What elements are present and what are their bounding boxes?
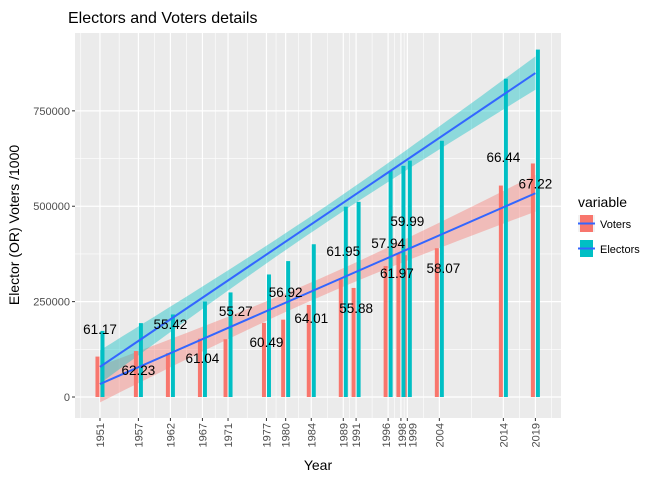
bar-voters bbox=[165, 353, 170, 398]
chart-title: Electors and Voters details bbox=[68, 10, 257, 27]
data-label: 62.23 bbox=[121, 363, 155, 378]
data-label: 61.95 bbox=[326, 244, 360, 259]
x-tick-label: 2004 bbox=[434, 423, 446, 447]
y-tick-label: 750000 bbox=[33, 106, 70, 118]
legend-label-electors: Electors bbox=[600, 244, 640, 256]
x-tick-label: 1951 bbox=[95, 423, 107, 447]
bar-electors bbox=[170, 314, 175, 398]
legend-label-voters: Voters bbox=[600, 219, 632, 231]
bar-voters bbox=[351, 287, 356, 398]
y-tick-label: 500000 bbox=[33, 201, 70, 213]
y-tick-label: 0 bbox=[64, 392, 70, 404]
x-tick-label: 1971 bbox=[223, 423, 235, 447]
gridlines bbox=[75, 33, 561, 418]
data-label: 55.88 bbox=[339, 301, 373, 316]
bar-electors bbox=[407, 160, 412, 398]
bar-electors bbox=[503, 78, 508, 398]
data-label: 61.17 bbox=[83, 322, 117, 337]
bar-electors bbox=[439, 140, 444, 398]
trend-line-electors bbox=[99, 72, 536, 368]
trend-line-voters bbox=[99, 192, 536, 385]
data-label: 58.07 bbox=[426, 261, 460, 276]
bar-voters bbox=[530, 163, 535, 398]
y-axis-label: Elector (OR) Voters /1000 bbox=[6, 145, 22, 306]
bar-electors bbox=[138, 323, 143, 398]
axes: 0 250000 500000 750000 1951 1957 1962 1967 1971 1… bbox=[33, 106, 542, 448]
y-tick-label: 250000 bbox=[33, 297, 70, 309]
x-tick-label: 1980 bbox=[281, 423, 293, 447]
data-labels: 61.17 62.23 55.42 61.04 55.27 60.49 56.92 64.01… bbox=[83, 150, 552, 378]
legend: variable Voters Electors bbox=[578, 194, 640, 257]
x-tick-label: 1989 bbox=[338, 423, 350, 447]
legend-item-voters: Voters bbox=[578, 215, 632, 232]
bar-voters bbox=[223, 339, 228, 398]
bar-electors bbox=[100, 330, 105, 398]
trend-lines bbox=[99, 72, 536, 385]
bar-electors bbox=[228, 292, 233, 398]
x-tick-label: 1999 bbox=[407, 423, 419, 447]
x-tick-label: 1991 bbox=[351, 423, 363, 447]
bar-electors bbox=[535, 49, 540, 398]
data-label: 55.42 bbox=[154, 317, 188, 332]
data-label: 60.49 bbox=[250, 335, 284, 350]
data-label: 61.97 bbox=[380, 266, 414, 281]
plot-panel bbox=[75, 33, 561, 418]
x-tick-label: 1998 bbox=[397, 423, 409, 447]
bar-electors bbox=[401, 165, 406, 398]
bar-electors bbox=[202, 301, 207, 398]
x-tick-label: 2019 bbox=[530, 423, 542, 447]
bar-voters bbox=[281, 319, 286, 398]
bar-voters bbox=[306, 304, 311, 398]
data-label: 59.99 bbox=[390, 214, 424, 229]
x-tick-label: 1977 bbox=[261, 423, 273, 447]
data-label: 55.27 bbox=[219, 304, 253, 319]
x-tick-label: 1957 bbox=[133, 423, 145, 447]
bar-electors bbox=[286, 261, 291, 398]
bar-voters bbox=[396, 253, 401, 398]
bar-voters bbox=[95, 356, 100, 398]
x-tick-label: 1962 bbox=[165, 423, 177, 447]
data-label: 66.44 bbox=[486, 150, 520, 165]
data-label: 61.04 bbox=[186, 351, 220, 366]
bar-voters bbox=[261, 322, 266, 398]
bar-voters bbox=[197, 338, 202, 398]
bar-electors bbox=[266, 274, 271, 398]
data-label: 56.92 bbox=[269, 285, 303, 300]
bar-electors bbox=[311, 244, 316, 398]
x-axis-label: Year bbox=[304, 457, 333, 473]
data-label: 64.01 bbox=[294, 311, 328, 326]
bar-voters bbox=[498, 185, 503, 398]
bar-voters bbox=[133, 351, 138, 398]
bar-electors bbox=[356, 201, 361, 398]
bar-electors bbox=[343, 206, 348, 398]
bar-voters bbox=[338, 279, 343, 398]
legend-item-electors: Electors bbox=[578, 240, 640, 257]
bar-electors bbox=[388, 170, 393, 398]
x-tick-label: 1996 bbox=[381, 423, 393, 447]
x-tick-label: 1984 bbox=[306, 423, 318, 447]
bars bbox=[95, 49, 540, 398]
x-tick-label: 1967 bbox=[197, 423, 209, 447]
legend-title: variable bbox=[578, 194, 627, 210]
x-tick-label: 2014 bbox=[498, 423, 510, 447]
bar-voters bbox=[383, 266, 388, 398]
data-label: 67.22 bbox=[518, 177, 552, 192]
bar-voters bbox=[434, 248, 439, 398]
data-label: 57.94 bbox=[371, 236, 405, 251]
